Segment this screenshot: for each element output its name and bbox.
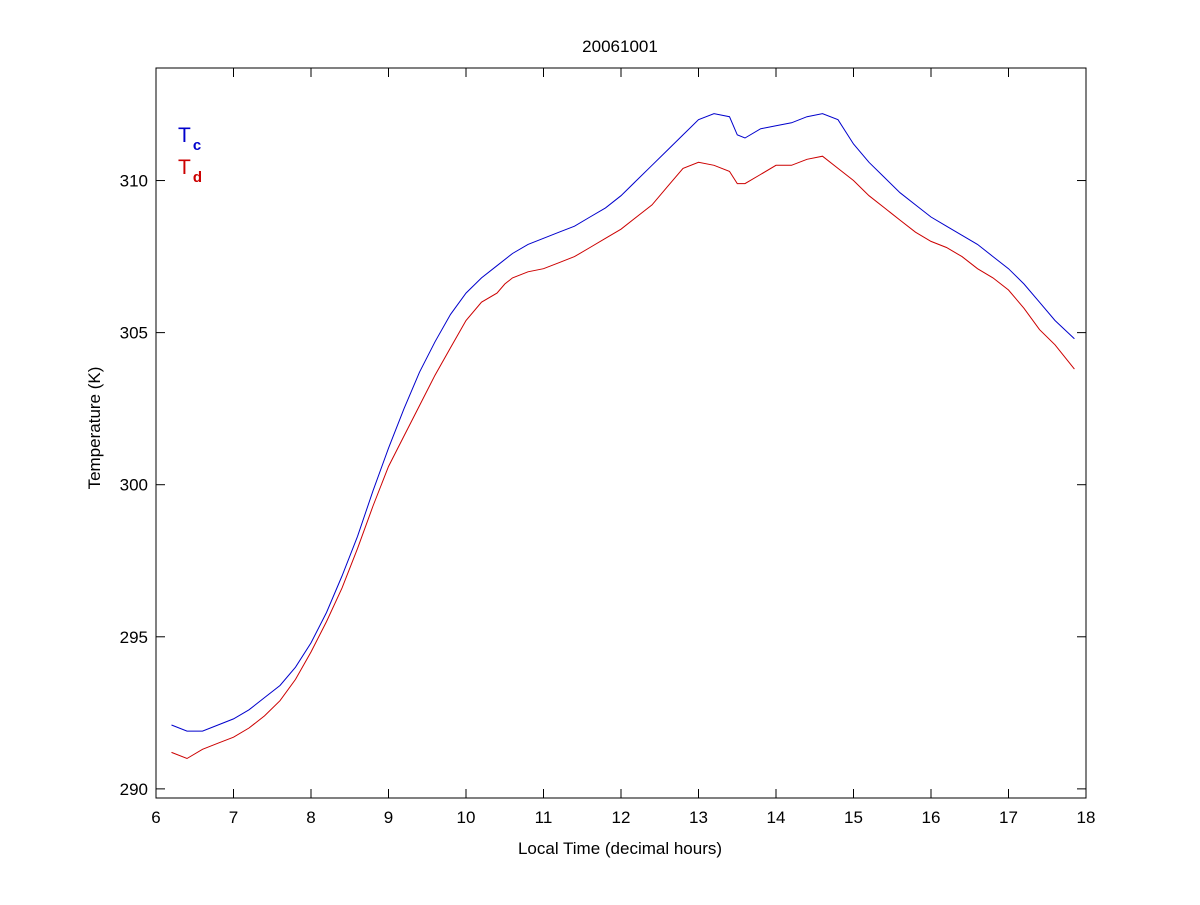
x-tick-label: 15 xyxy=(844,808,863,827)
x-tick-label: 7 xyxy=(229,808,238,827)
x-tick-label: 9 xyxy=(384,808,393,827)
legend-symbol: T xyxy=(178,124,191,147)
x-tick-label: 17 xyxy=(999,808,1018,827)
y-tick-label: 300 xyxy=(120,476,148,495)
series-line-t-c xyxy=(171,113,1075,732)
chart-title: 20061001 xyxy=(582,37,658,56)
tick-layer: 6 7 8 9 10 11 12 13 14 15 16 17 18 290 295 300 305 310 xyxy=(120,68,1096,827)
plot-area-frame xyxy=(155,67,1087,799)
y-tick-label: 295 xyxy=(120,628,148,647)
y-tick-label: 310 xyxy=(120,172,148,191)
legend-symbol: T xyxy=(178,156,191,179)
x-tick-label: 8 xyxy=(306,808,315,827)
series-layer xyxy=(171,113,1075,760)
x-tick-label: 6 xyxy=(151,808,160,827)
x-tick-label: 18 xyxy=(1077,808,1096,827)
x-tick-label: 14 xyxy=(767,808,786,827)
y-tick-label: 305 xyxy=(120,324,148,343)
legend-subscript: d xyxy=(193,169,202,186)
series-line-t-d xyxy=(171,155,1075,760)
x-tick-label: 13 xyxy=(689,808,708,827)
x-tick-label: 10 xyxy=(457,808,476,827)
y-tick-label: 290 xyxy=(120,780,148,799)
x-axis-label: Local Time (decimal hours) xyxy=(518,839,722,858)
y-axis-label: Temperature (K) xyxy=(85,367,104,490)
x-tick-label: 11 xyxy=(535,808,553,827)
x-tick-label: 12 xyxy=(612,808,631,827)
legend-subscript: c xyxy=(193,137,201,154)
x-tick-label: 16 xyxy=(922,808,941,827)
